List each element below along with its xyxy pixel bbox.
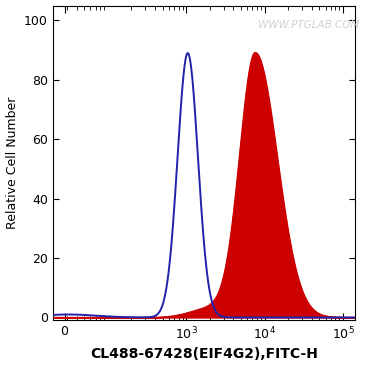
Text: WWW.PTGLAB.COM: WWW.PTGLAB.COM [258,19,360,30]
Y-axis label: Relative Cell Number: Relative Cell Number [6,97,18,229]
X-axis label: CL488-67428(EIF4G2),FITC-H: CL488-67428(EIF4G2),FITC-H [90,348,318,361]
